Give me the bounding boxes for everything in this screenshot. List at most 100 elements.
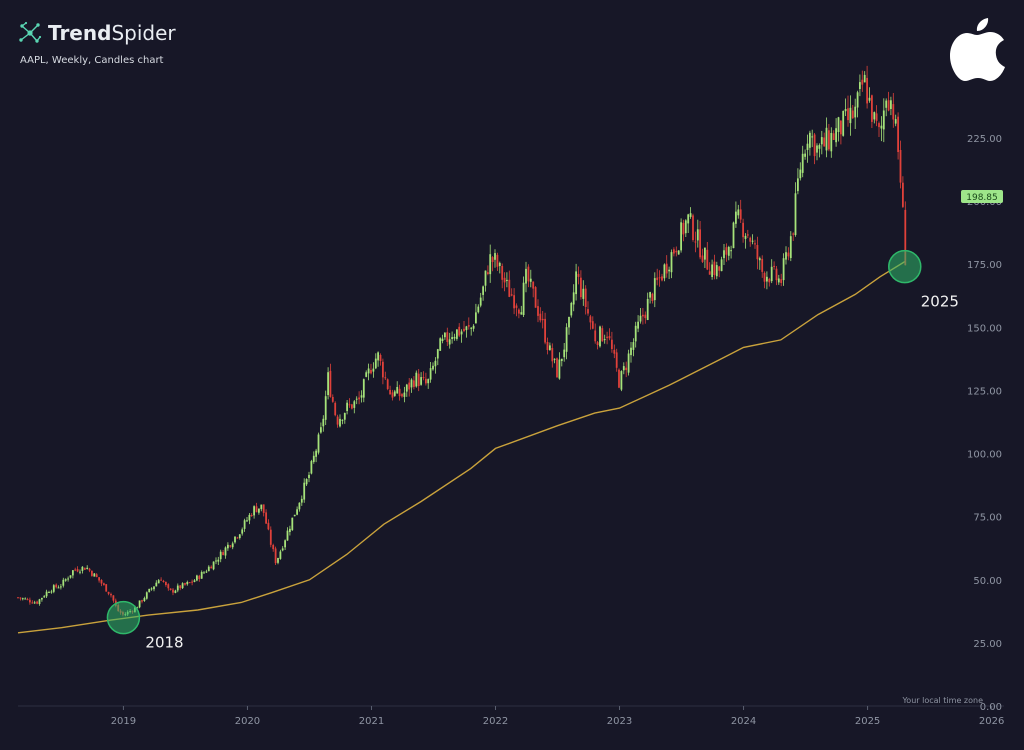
candle-body: [482, 286, 484, 295]
candle-body: [19, 597, 22, 599]
candle-body: [689, 213, 692, 217]
candle-body: [899, 150, 902, 183]
candle-body: [174, 590, 177, 593]
candle-body: [188, 582, 191, 584]
candle-body: [739, 209, 742, 220]
candle-body: [470, 327, 473, 329]
candle-body: [668, 269, 670, 272]
candle-body: [441, 338, 444, 341]
candle-body: [813, 134, 816, 157]
candle-body: [284, 540, 286, 548]
candle-body: [339, 418, 341, 427]
candle-body: [737, 209, 740, 216]
candle-body: [544, 318, 546, 343]
candle-body: [837, 117, 840, 132]
last-price-badge-box: [961, 190, 1003, 203]
candle-body: [892, 104, 895, 120]
candle-body: [782, 258, 785, 281]
candle-body: [687, 214, 690, 224]
candle-body: [613, 349, 616, 354]
candle-body: [577, 273, 580, 277]
candle-body: [699, 229, 701, 258]
candle-body: [639, 315, 642, 322]
candle-body: [661, 276, 663, 281]
candle-body: [715, 265, 718, 277]
candle-body: [763, 272, 766, 282]
candle-body: [253, 506, 255, 516]
candle-body: [677, 250, 680, 255]
candle-body: [91, 570, 93, 576]
candle-body: [107, 591, 110, 594]
candle-body: [305, 479, 308, 485]
candle-body: [210, 566, 213, 569]
candle-body: [372, 368, 375, 372]
candle-body: [145, 592, 148, 599]
candle-body: [575, 271, 577, 295]
candle-body: [642, 314, 644, 317]
candle-body: [603, 339, 606, 341]
candle-body: [804, 153, 806, 157]
candle-body: [243, 520, 246, 529]
y-tick-label: 150.00: [967, 323, 1002, 334]
candle-body: [246, 520, 248, 522]
candle-body: [560, 358, 563, 361]
candle-body: [26, 599, 29, 601]
candle-body: [186, 582, 189, 585]
candle-body: [150, 588, 153, 590]
candle-body: [477, 306, 480, 313]
candle-body: [453, 336, 456, 339]
candle-body: [312, 455, 315, 462]
candle-body: [479, 297, 482, 306]
candle-body: [289, 528, 291, 532]
candle-body: [265, 512, 267, 524]
candle-body: [434, 360, 437, 367]
candle-body: [525, 268, 527, 284]
candle-body: [611, 339, 613, 349]
candle-body: [692, 215, 694, 240]
brand: TrendSpider: [18, 18, 176, 48]
candles: [17, 65, 907, 617]
candle-body: [196, 575, 198, 581]
y-tick-label: 125.00: [967, 386, 1002, 397]
candle-body: [393, 391, 396, 396]
candle-body: [72, 570, 74, 576]
candle-body: [487, 272, 489, 274]
candle-body: [615, 352, 618, 368]
candle-body: [110, 594, 112, 596]
candle-body: [88, 568, 91, 571]
candle-body: [823, 137, 826, 147]
candle-body: [303, 482, 306, 500]
candle-body: [160, 579, 162, 581]
highlight-circle: [106, 600, 141, 635]
candle-body: [675, 250, 678, 253]
candle-body: [537, 306, 539, 316]
candle-body: [136, 607, 139, 609]
candle-body: [262, 504, 265, 513]
candle-body: [98, 577, 100, 581]
candle-body: [618, 369, 620, 388]
candle-body: [310, 461, 313, 474]
candle-body: [549, 345, 551, 351]
time-zone-note[interactable]: Your local time zone: [901, 696, 983, 705]
candle-body: [801, 153, 804, 173]
candle-body: [847, 108, 849, 121]
candle-body: [432, 365, 434, 370]
candle-body: [21, 598, 24, 600]
y-tick-label: 25.00: [973, 639, 1002, 650]
candle-body: [558, 359, 561, 379]
candle-body: [632, 342, 635, 350]
candle-body: [348, 404, 351, 406]
candle-body: [456, 329, 458, 339]
candle-body: [329, 370, 332, 397]
candle-body: [153, 586, 155, 590]
candle-body: [427, 379, 430, 384]
candle-body: [336, 416, 339, 425]
candle-body: [365, 372, 368, 377]
candle-body: [580, 277, 582, 298]
candle-body: [665, 263, 668, 274]
candle-body: [57, 587, 60, 589]
candle-body: [861, 79, 864, 85]
candle-body: [766, 276, 768, 282]
candle-body: [706, 249, 709, 270]
